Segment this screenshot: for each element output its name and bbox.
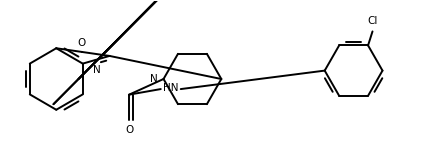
Text: Cl: Cl (368, 16, 378, 26)
Text: O: O (77, 38, 85, 48)
Text: O: O (125, 125, 133, 135)
Text: HN: HN (163, 83, 178, 93)
Text: N: N (150, 74, 157, 84)
Text: N: N (93, 65, 101, 75)
